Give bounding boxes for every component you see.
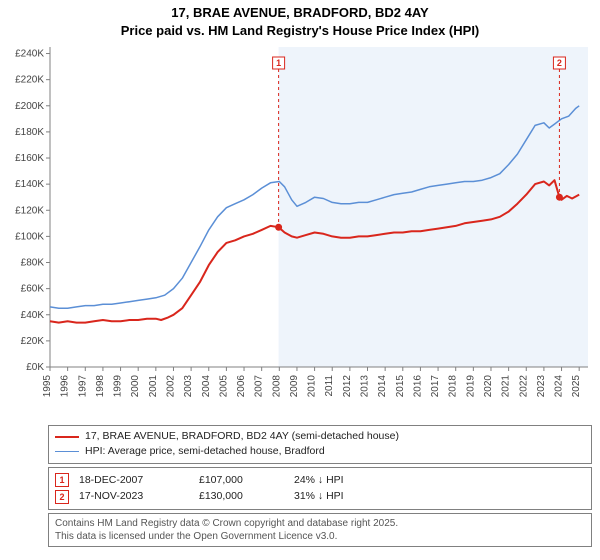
svg-text:2002: 2002 (165, 375, 176, 398)
svg-text:£220K: £220K (15, 75, 44, 86)
sale-pct-vs-hpi: 31% ↓ HPI (294, 488, 414, 505)
svg-text:2015: 2015 (395, 375, 406, 398)
legend-label: HPI: Average price, semi-detached house,… (85, 444, 325, 459)
svg-text:£160K: £160K (15, 153, 44, 164)
svg-text:2007: 2007 (254, 375, 265, 398)
svg-text:2010: 2010 (307, 375, 318, 398)
legend-label: 17, BRAE AVENUE, BRADFORD, BD2 4AY (semi… (85, 429, 399, 444)
svg-text:£100K: £100K (15, 231, 44, 242)
svg-text:2009: 2009 (289, 375, 300, 398)
svg-text:2025: 2025 (571, 375, 582, 398)
legend-swatch (55, 436, 79, 438)
sale-date: 18-DEC-2007 (79, 472, 189, 489)
svg-text:2000: 2000 (130, 375, 141, 398)
svg-text:£120K: £120K (15, 205, 44, 216)
svg-text:2018: 2018 (448, 375, 459, 398)
svg-text:1995: 1995 (42, 375, 53, 398)
svg-text:£40K: £40K (21, 310, 45, 321)
svg-text:£140K: £140K (15, 179, 44, 190)
svg-text:£80K: £80K (21, 258, 45, 269)
svg-text:2014: 2014 (377, 375, 388, 398)
svg-text:2020: 2020 (483, 375, 494, 398)
svg-text:£240K: £240K (15, 49, 44, 60)
sale-price: £107,000 (199, 472, 284, 489)
attribution-line-2: This data is licensed under the Open Gov… (55, 530, 585, 543)
sale-row: 2 17-NOV-2023 £130,000 31% ↓ HPI (55, 488, 585, 505)
svg-text:2017: 2017 (430, 375, 441, 398)
attribution-line-1: Contains HM Land Registry data © Crown c… (55, 517, 585, 530)
attribution: Contains HM Land Registry data © Crown c… (48, 513, 592, 547)
svg-text:1998: 1998 (95, 375, 106, 398)
sale-marker: 2 (55, 490, 69, 504)
chart-title: 17, BRAE AVENUE, BRADFORD, BD2 4AY Price… (0, 0, 600, 41)
legend-swatch (55, 451, 79, 452)
svg-text:2022: 2022 (518, 375, 529, 398)
svg-text:2: 2 (557, 58, 562, 68)
svg-text:2011: 2011 (324, 375, 335, 397)
legend-row: HPI: Average price, semi-detached house,… (55, 444, 585, 459)
svg-text:£60K: £60K (21, 284, 45, 295)
price-chart-svg: £0K £20K £40K £60K £80K £100K £120K £140K £160K £… (2, 41, 594, 421)
svg-text:2016: 2016 (412, 375, 423, 398)
title-line-1: 17, BRAE AVENUE, BRADFORD, BD2 4AY (0, 4, 600, 22)
svg-text:2012: 2012 (342, 375, 353, 398)
svg-text:1: 1 (276, 58, 281, 68)
sale-pct-vs-hpi: 24% ↓ HPI (294, 472, 414, 489)
legend-row: 17, BRAE AVENUE, BRADFORD, BD2 4AY (semi… (55, 429, 585, 444)
svg-text:2021: 2021 (501, 375, 512, 398)
sale-row: 1 18-DEC-2007 £107,000 24% ↓ HPI (55, 472, 585, 489)
svg-text:£180K: £180K (15, 127, 44, 138)
svg-text:2001: 2001 (148, 375, 159, 398)
svg-text:£0K: £0K (26, 362, 44, 373)
sale-date: 17-NOV-2023 (79, 488, 189, 505)
sales-table: 1 18-DEC-2007 £107,000 24% ↓ HPI 2 17-NOV-202… (48, 467, 592, 511)
svg-text:£200K: £200K (15, 101, 44, 112)
svg-text:2008: 2008 (271, 375, 282, 398)
svg-text:£20K: £20K (21, 336, 45, 347)
svg-text:2003: 2003 (183, 375, 194, 398)
svg-text:2023: 2023 (536, 375, 547, 398)
svg-text:2013: 2013 (360, 375, 371, 398)
chart-area: £0K £20K £40K £60K £80K £100K £120K £140K £160K £… (2, 41, 594, 421)
svg-text:2019: 2019 (465, 375, 476, 398)
svg-text:2006: 2006 (236, 375, 247, 398)
legend: 17, BRAE AVENUE, BRADFORD, BD2 4AY (semi… (48, 425, 592, 463)
svg-text:1999: 1999 (113, 375, 124, 398)
sale-price: £130,000 (199, 488, 284, 505)
svg-text:1997: 1997 (77, 375, 88, 398)
title-line-2: Price paid vs. HM Land Registry's House … (0, 22, 600, 40)
svg-text:2024: 2024 (554, 375, 565, 398)
svg-text:2004: 2004 (201, 375, 212, 398)
svg-text:2005: 2005 (218, 375, 229, 398)
sale-marker: 1 (55, 473, 69, 487)
svg-text:1996: 1996 (60, 375, 71, 398)
